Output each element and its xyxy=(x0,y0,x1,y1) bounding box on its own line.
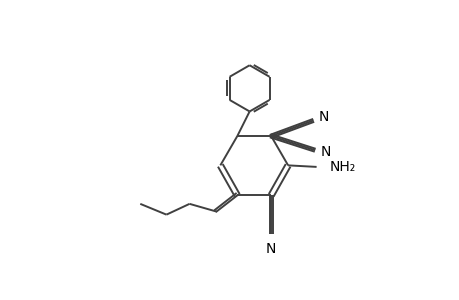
Text: N: N xyxy=(265,242,276,256)
Text: N: N xyxy=(320,145,330,158)
Text: NH₂: NH₂ xyxy=(329,160,355,174)
Text: N: N xyxy=(318,110,329,124)
